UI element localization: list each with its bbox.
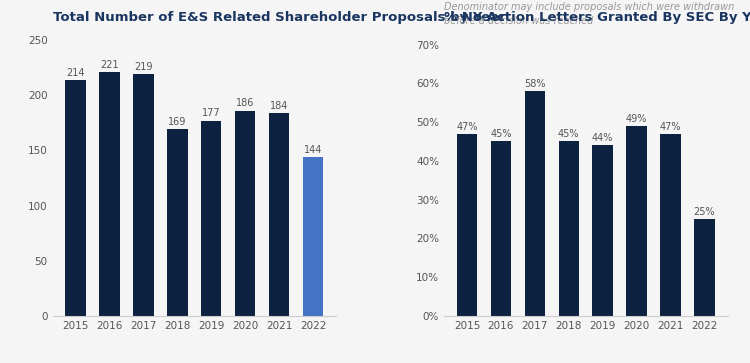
Text: 47%: 47%	[660, 122, 681, 132]
Text: 25%: 25%	[694, 207, 715, 217]
Bar	[592, 145, 613, 316]
Text: 44%: 44%	[592, 133, 613, 143]
Text: 214: 214	[66, 68, 85, 78]
Text: 169: 169	[168, 117, 187, 127]
Text: % No Action Letters Granted By SEC By Year: % No Action Letters Granted By SEC By Ye…	[444, 11, 750, 24]
Text: 45%: 45%	[558, 130, 580, 139]
Bar	[525, 91, 545, 316]
Bar	[269, 113, 290, 316]
Bar	[65, 80, 86, 316]
Bar	[303, 157, 323, 316]
Bar	[457, 134, 477, 316]
Bar	[134, 74, 154, 316]
Bar	[626, 126, 646, 316]
Bar	[99, 72, 120, 316]
Text: 177: 177	[202, 109, 220, 118]
Text: 219: 219	[134, 62, 153, 72]
Text: Total Number of E&S Related Shareholder Proposals by Year: Total Number of E&S Related Shareholder …	[53, 11, 506, 24]
Bar	[490, 142, 511, 316]
Text: 58%: 58%	[524, 79, 545, 89]
Text: # No action letters granted / # No action letters requested,
Denominator may inc: # No action letters granted / # No actio…	[444, 0, 736, 26]
Bar	[167, 129, 188, 316]
Bar	[559, 142, 579, 316]
Text: 47%: 47%	[456, 122, 478, 132]
Bar	[660, 134, 681, 316]
Text: 49%: 49%	[626, 114, 647, 124]
Text: 144: 144	[304, 145, 322, 155]
Text: 221: 221	[100, 60, 118, 70]
Bar	[694, 219, 715, 316]
Bar	[235, 111, 255, 316]
Text: 45%: 45%	[490, 130, 512, 139]
Text: 186: 186	[236, 98, 254, 109]
Text: 184: 184	[270, 101, 288, 111]
Bar	[201, 121, 221, 316]
